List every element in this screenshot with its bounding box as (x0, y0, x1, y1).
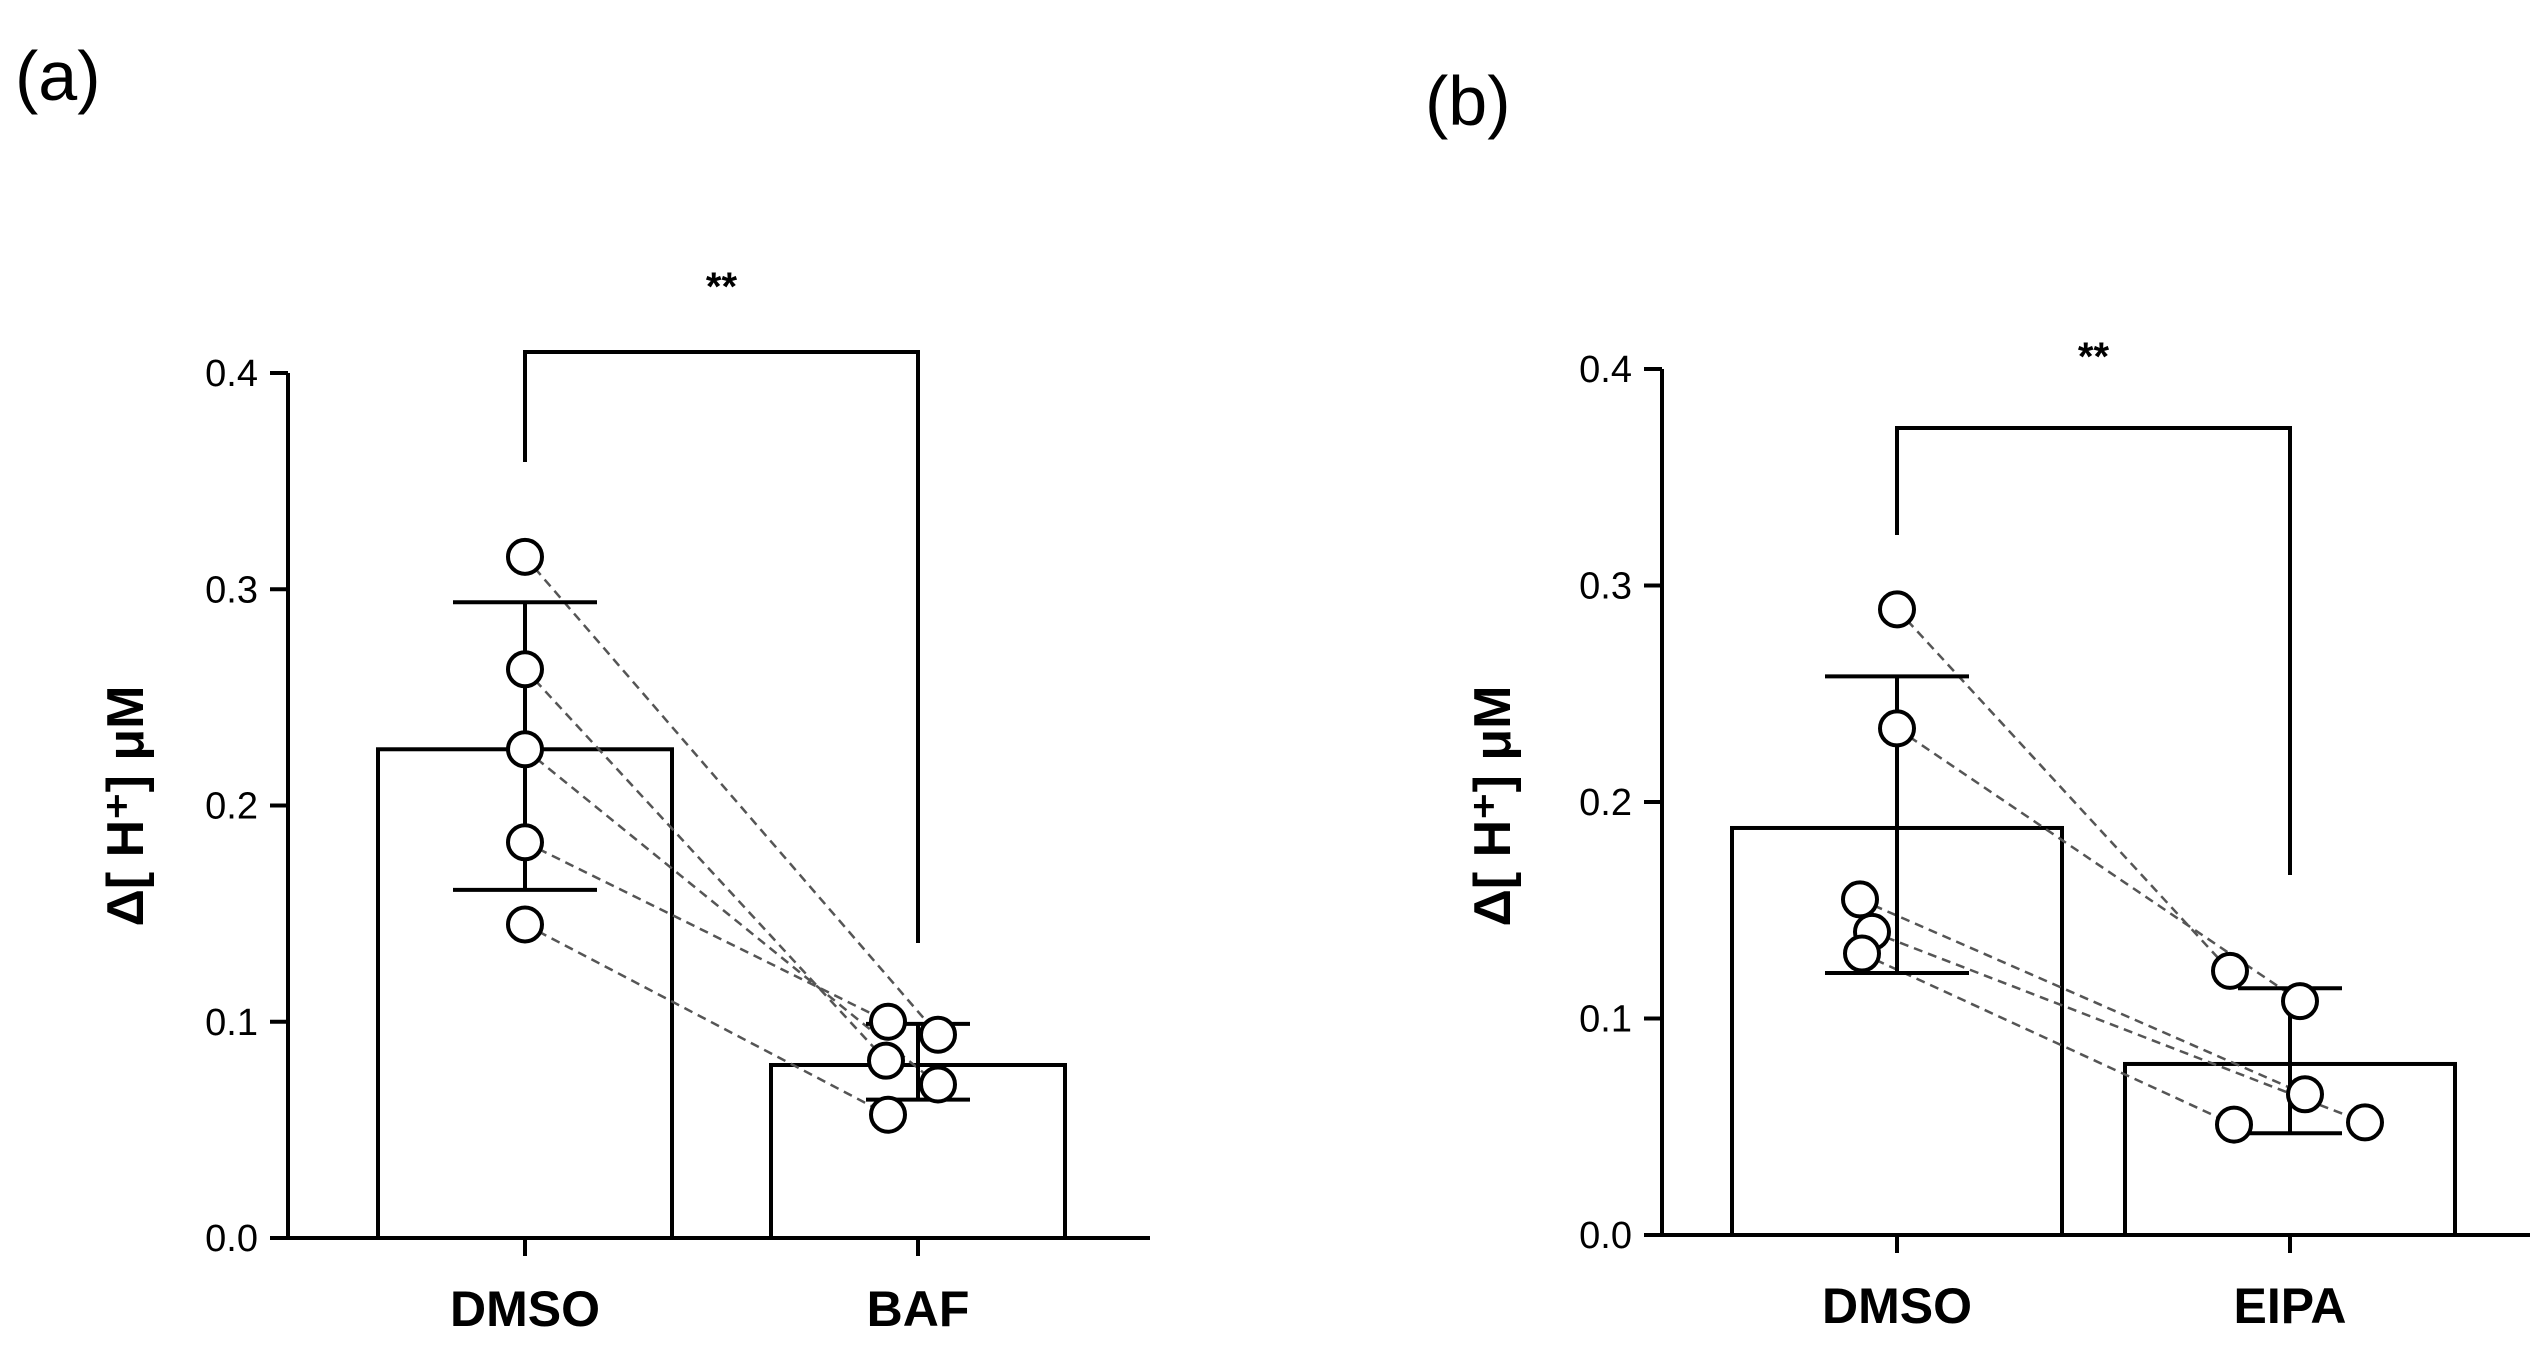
panel-b-pair-line (1861, 952, 2235, 1126)
panel-a-data-point-baf (867, 1041, 905, 1080)
panel-b-y-tick-label: 0.2 (1579, 782, 1632, 824)
panel-b-y-axis-title: Δ[ H⁺] μM (1464, 685, 1522, 926)
panel-a-data-point-baf (869, 1095, 907, 1134)
panel-b-significance-label: ** (2078, 335, 2110, 379)
panel-a-y-tick-label: 0.1 (205, 1002, 258, 1044)
panel-a-data-point-dmso (506, 537, 544, 576)
panel-a-y-tick-label: 0.2 (205, 786, 258, 828)
panel-b-data-point-eipa (2211, 951, 2249, 990)
panel-a-pair-line (524, 841, 889, 1023)
panel-a-pair-line (524, 748, 939, 1086)
panel-a-label: (a) (15, 37, 101, 115)
panel-b-y-tick-label: 0.0 (1579, 1215, 1632, 1257)
panel-a-data-point-dmso (506, 650, 544, 689)
panel-b-data-point-eipa (2346, 1103, 2384, 1142)
panel-b-significance-bracket (1895, 426, 2292, 875)
panel-a-significance-bracket (523, 350, 920, 943)
panel-a-data-point-dmso (506, 730, 544, 769)
panel-b-pair-line (1896, 608, 2231, 972)
panel-b-data-point-eipa (2281, 982, 2319, 1021)
panel-b-x-tick-label-eipa: EIPA (2234, 1278, 2347, 1334)
panel-a-pair-line (524, 923, 889, 1116)
panel-b-data-point-dmso (1843, 934, 1881, 973)
panel-a-data-point-baf (919, 1015, 957, 1054)
panel-a-data-point-baf (869, 1002, 907, 1041)
panel-a-significance-label: ** (706, 265, 738, 309)
panel-b-data-point-dmso (1841, 880, 1879, 919)
panel-b-data-point-dmso (1878, 709, 1916, 748)
panel-a-y-tick-label: 0.4 (205, 353, 258, 395)
panel-a-y-axis-title: Δ[ H⁺] μM (97, 685, 155, 926)
panel-b-y-tick-label: 0.4 (1579, 349, 1632, 391)
panel-a-pair-line (524, 668, 887, 1062)
panel-b-y-tick-label: 0.1 (1579, 999, 1632, 1041)
panel-b-pair-line (1859, 898, 2306, 1096)
panel-a-y-tick-label: 0.0 (205, 1218, 258, 1260)
panel-b-data-point-eipa (2215, 1105, 2253, 1144)
panel-a-data-point-dmso (506, 823, 544, 862)
panel-a-data-point-baf (919, 1065, 957, 1104)
panel-b-data-point-dmso (1878, 590, 1916, 629)
panel-a-data-point-dmso (506, 905, 544, 944)
panel-a-pair-line (524, 555, 939, 1036)
panel-b-x-tick-label-dmso: DMSO (1822, 1278, 1972, 1334)
panel-b-label: (b) (1425, 62, 1511, 140)
panel-a-x-tick-label-dmso: DMSO (450, 1281, 600, 1337)
panel-b-data-point-eipa (2286, 1075, 2324, 1114)
panel-a: (a) 0.0 0.1 0.2 0.3 0.4 DMSO BAF Δ[ H⁺] μM ** (15, 37, 1150, 1337)
panel-b-pair-line (1871, 930, 2366, 1124)
panel-a-y-tick-label: 0.3 (205, 569, 258, 611)
panel-a-x-tick-label-baf: BAF (867, 1281, 970, 1337)
panel-b-y-tick-label: 0.3 (1579, 566, 1632, 608)
panel-b: (b) 0.0 0.1 0.2 0.3 0.4 DMSO EIPA Δ[ H⁺] μM ** (1425, 62, 2530, 1334)
